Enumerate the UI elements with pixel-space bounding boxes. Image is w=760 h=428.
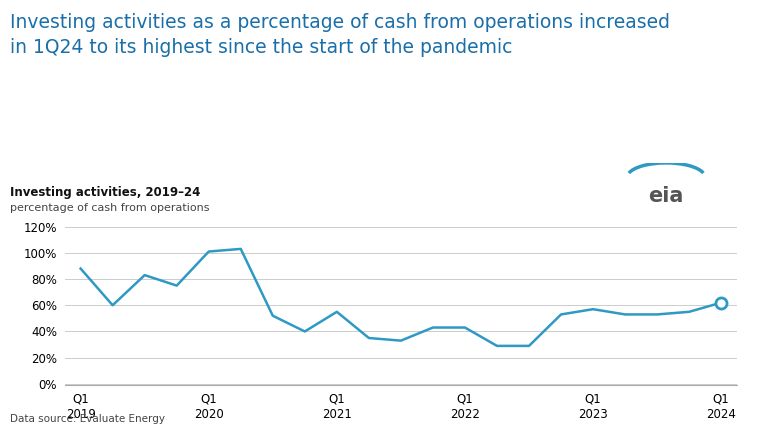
Text: Investing activities as a percentage of cash from operations increased
in 1Q24 t: Investing activities as a percentage of …	[10, 13, 670, 57]
Text: Investing activities, 2019–24: Investing activities, 2019–24	[10, 186, 200, 199]
Text: percentage of cash from operations: percentage of cash from operations	[10, 203, 209, 213]
Text: eia: eia	[648, 186, 684, 206]
Text: Data source: Evaluate Energy: Data source: Evaluate Energy	[10, 414, 165, 424]
